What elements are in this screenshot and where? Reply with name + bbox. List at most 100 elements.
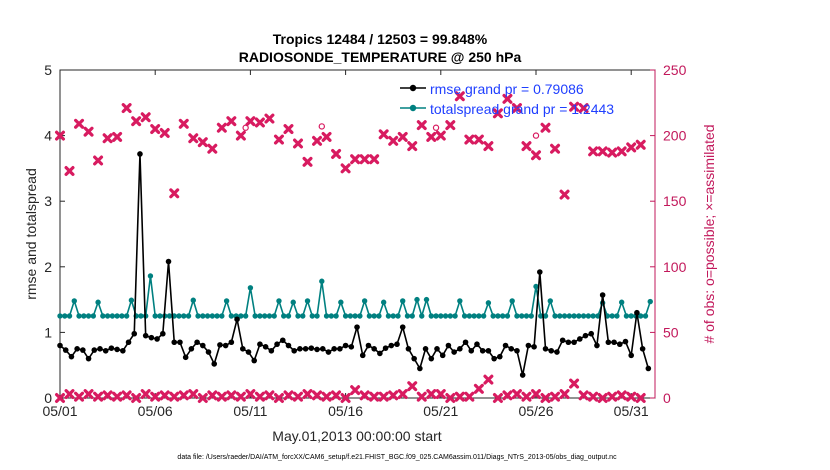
obs-assimilated-marker-low: [616, 390, 627, 401]
spread-point: [190, 297, 196, 303]
rmse-point: [314, 346, 320, 353]
spread-point: [271, 313, 277, 319]
obs-assimilated-marker-low: [159, 390, 170, 401]
obs-assimilated-marker: [83, 126, 94, 137]
obs-count-series: [55, 91, 646, 403]
spread-point: [395, 313, 401, 319]
spread-point: [376, 313, 382, 319]
obs-assimilated-marker: [254, 117, 265, 128]
spread-point: [404, 313, 411, 319]
rmse-point: [537, 269, 543, 275]
spread-point: [614, 313, 620, 319]
rmse-point: [371, 346, 377, 352]
rmse-point: [468, 347, 475, 354]
obs-assimilated-marker-low: [112, 391, 123, 402]
rmse-point: [508, 346, 515, 352]
obs-assimilated-marker: [426, 131, 437, 142]
spread-point: [457, 298, 463, 304]
spread-point: [552, 313, 558, 319]
obs-assimilated-marker: [588, 146, 599, 157]
spread-point: [238, 313, 244, 319]
obs-assimilated-marker-low: [273, 393, 284, 403]
spread-point: [590, 313, 596, 319]
rmse-point: [74, 346, 80, 352]
obs-possible-marker: [242, 124, 249, 131]
spread-point: [618, 299, 625, 305]
y-left-tick-label: 3: [44, 193, 52, 209]
spread-point: [309, 313, 315, 319]
rmse-point: [434, 346, 440, 352]
obs-assimilated-marker-low: [150, 391, 161, 402]
obs-assimilated-marker-low: [140, 389, 151, 400]
rmse-point: [222, 342, 229, 349]
spread-point: [304, 298, 311, 304]
spread-point: [338, 299, 344, 305]
y-axis-left-label: rmse and totalspread: [23, 168, 39, 300]
obs-assimilated-marker: [578, 103, 589, 114]
obs-assimilated-marker: [140, 112, 151, 123]
rmse-point: [205, 349, 212, 355]
rmse-point: [80, 347, 86, 353]
obs-assimilated-marker: [235, 130, 246, 141]
spread-point: [257, 313, 263, 319]
rmse-point: [165, 258, 172, 265]
spread-point: [471, 313, 477, 319]
obs-assimilated-marker-low: [302, 389, 313, 400]
spread-point: [109, 313, 116, 319]
obs-assimilated-marker: [511, 103, 522, 114]
spread-point: [566, 313, 573, 319]
spread-point: [300, 313, 306, 319]
obs-possible-marker: [318, 123, 325, 130]
rmse-point: [622, 338, 629, 345]
obs-assimilated-marker-low: [511, 389, 522, 400]
obs-possible-marker: [532, 132, 540, 139]
spread-point: [314, 313, 320, 319]
obs-assimilated-marker-low: [293, 391, 303, 402]
rmse-point: [422, 346, 429, 352]
obs-assimilated-marker: [273, 134, 284, 145]
spread-point: [285, 313, 292, 319]
rmse-point: [97, 346, 103, 352]
y-left-tick-label: 1: [44, 324, 52, 340]
rmse-point: [251, 357, 258, 364]
rmse-point: [531, 344, 537, 350]
spread-point: [538, 313, 544, 319]
spread-point: [423, 296, 430, 303]
obs-assimilated-marker: [55, 130, 65, 141]
spread-point: [385, 313, 392, 319]
obs-assimilated-marker: [340, 163, 351, 174]
rmse-point: [405, 346, 412, 352]
rmse-point: [68, 353, 75, 360]
y-right-tick-label: 250: [663, 62, 687, 78]
rmse-point: [417, 365, 423, 372]
rmse-point: [148, 334, 155, 341]
rmse-point: [525, 342, 532, 349]
rmse-point: [171, 339, 178, 346]
spread-point: [200, 313, 206, 319]
obs-assimilated-marker-low: [254, 391, 265, 402]
x-axis-label: May.01,2013 00:00:00 start: [272, 428, 442, 444]
spread-point: [166, 313, 173, 319]
rmse-point: [605, 339, 612, 346]
spread-point: [195, 313, 201, 319]
rmse-point: [308, 345, 315, 351]
rmse-point: [548, 347, 555, 354]
obs-assimilated-marker-low: [283, 390, 294, 401]
spread-point: [514, 313, 520, 319]
rmse-point: [497, 353, 503, 360]
obs-assimilated-marker-low: [131, 393, 142, 403]
obs-assimilated-marker: [197, 137, 208, 148]
spread-point: [333, 313, 339, 319]
legend: rmse grand pr = 0.79086 totalspread gran…: [400, 81, 614, 117]
obs-assimilated-marker: [359, 154, 370, 165]
obs-assimilated-marker-low: [83, 389, 94, 400]
obs-assimilated-marker-low: [550, 391, 561, 402]
rmse-point: [131, 330, 138, 337]
spread-point: [595, 313, 601, 319]
obs-assimilated-marker: [102, 133, 113, 144]
spread-point: [295, 313, 301, 319]
obs-assimilated-marker: [159, 127, 170, 138]
spread-point: [185, 313, 192, 319]
chart-title-line2: RADIOSONDE_TEMPERATURE @ 250 hPa: [239, 49, 522, 65]
obs-assimilated-marker: [607, 147, 618, 158]
